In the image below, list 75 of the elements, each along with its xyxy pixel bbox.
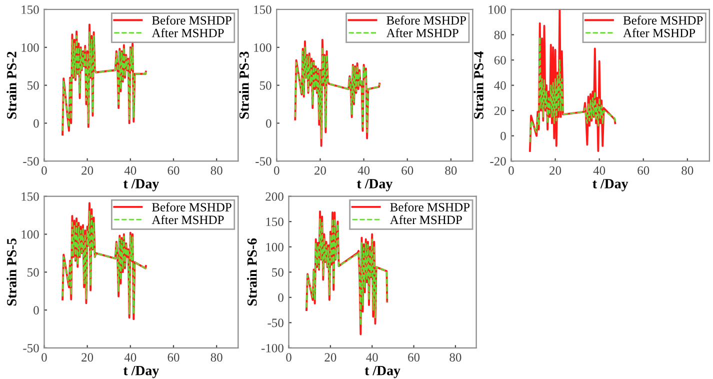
x-tick-label: 0 [286, 353, 292, 362]
legend-label: Before MSHDP [152, 16, 232, 25]
y-tick-label: 100 [22, 43, 39, 52]
y-axis-title: Strain PS-3 [239, 52, 249, 119]
y-tick-label: 0 [34, 306, 39, 314]
y-tick-label: -50 [23, 157, 39, 166]
y-tick-label: -20 [490, 157, 506, 166]
x-tick-label: 40 [366, 353, 378, 362]
y-tick-label: 150 [22, 6, 39, 14]
x-axis-title: t /Day [123, 179, 159, 192]
x-tick-label: 60 [638, 166, 650, 175]
legend-label: After MSHDP [152, 28, 224, 38]
x-tick-label: 20 [550, 166, 562, 175]
y-tick-label: 150 [266, 218, 284, 226]
legend-label: After MSHDP [152, 215, 224, 224]
y-tick-label: 100 [254, 43, 272, 52]
x-tick-label: 0 [508, 166, 514, 175]
y-tick-label: 0 [278, 293, 284, 302]
legend-label: Before MSHDP [386, 16, 466, 25]
x-axis-title: t /Day [592, 179, 628, 192]
x-axis-title: t /Day [364, 366, 400, 378]
y-tick-label: 40 [494, 81, 506, 90]
x-tick-label: 60 [168, 353, 180, 362]
x-tick-label: 40 [358, 166, 370, 175]
y-tick-label: 150 [22, 192, 39, 201]
x-tick-label: 80 [210, 166, 222, 175]
legend-label: Before MSHDP [152, 202, 232, 212]
x-tick-label: 20 [314, 166, 326, 175]
line-series [528, 9, 616, 152]
legend-label: After MSHDP [390, 215, 462, 224]
y-tick-label: -100 [261, 344, 284, 352]
y-tick-label: 0 [500, 132, 506, 140]
y-tick-label: -50 [256, 157, 272, 166]
y-tick-label: 100 [22, 230, 39, 239]
y-tick-label: -50 [268, 318, 284, 328]
x-axis-title: t /Day [123, 366, 159, 378]
line-series [529, 36, 616, 143]
y-tick-label: 150 [254, 6, 272, 14]
y-tick-label: 200 [266, 192, 284, 201]
y-tick-label: 100 [488, 6, 506, 14]
y-tick-label: 100 [266, 242, 284, 252]
y-tick-label: -50 [23, 344, 39, 352]
legend-label: After MSHDP [623, 28, 696, 38]
x-tick-label: 40 [124, 353, 136, 362]
x-tick-label: 40 [124, 166, 136, 175]
x-tick-label: 80 [682, 166, 694, 175]
x-tick-label: 60 [402, 166, 414, 175]
x-tick-label: 0 [42, 353, 47, 362]
x-tick-label: 80 [450, 353, 462, 362]
legend-label: Before MSHDP [390, 202, 470, 212]
x-tick-label: 0 [42, 166, 47, 175]
y-tick-label: 50 [272, 268, 284, 277]
x-tick-label: 20 [324, 353, 336, 362]
y-tick-label: 20 [494, 106, 506, 115]
x-tick-label: 60 [408, 353, 420, 362]
y-axis-title: Strain PS-6 [247, 238, 257, 306]
y-tick-label: 0 [34, 119, 39, 128]
y-tick-label: 50 [28, 268, 39, 277]
x-tick-label: 20 [82, 166, 94, 175]
x-tick-label: 80 [445, 166, 457, 175]
y-tick-label: 50 [260, 81, 272, 90]
x-axis-title: t /Day [356, 179, 392, 192]
legend-label: Before MSHDP [623, 16, 703, 25]
y-axis-title: Strain PS-4 [474, 51, 484, 119]
x-tick-label: 80 [210, 353, 222, 362]
x-tick-label: 40 [593, 166, 606, 175]
y-tick-label: 60 [494, 56, 506, 64]
y-tick-label: 0 [266, 119, 272, 128]
y-tick-label: 50 [28, 81, 39, 90]
y-tick-label: 80 [494, 30, 506, 40]
x-tick-label: 60 [168, 166, 180, 175]
legend-label: After MSHDP [386, 28, 458, 38]
y-axis-title: Strain PS-2 [6, 52, 16, 119]
x-tick-label: 20 [82, 353, 94, 362]
y-axis-title: Strain PS-5 [6, 238, 16, 306]
